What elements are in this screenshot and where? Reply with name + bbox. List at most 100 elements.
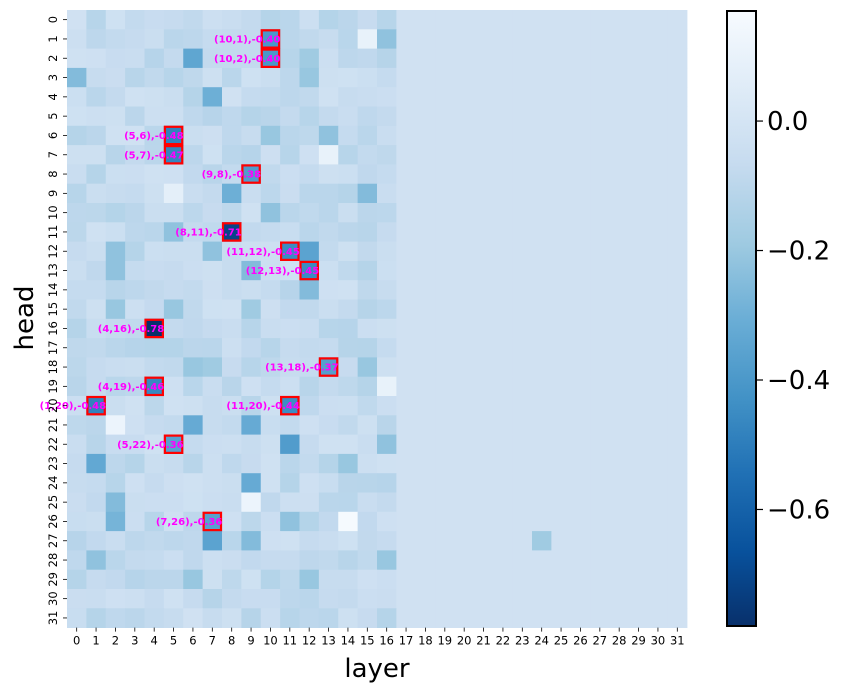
heatmap-cell: [570, 241, 591, 262]
heatmap-cell: [163, 67, 184, 88]
heatmap-cell: [163, 608, 184, 628]
heatmap-cell: [318, 183, 339, 204]
colorbar-tick-label: 0.0: [767, 107, 808, 137]
heatmap-cell: [648, 48, 669, 69]
heatmap-cell: [667, 48, 688, 69]
heatmap-cell: [183, 531, 204, 551]
heatmap-cell: [512, 183, 533, 204]
heatmap-cell: [415, 608, 436, 628]
heatmap-cell: [512, 299, 533, 320]
heatmap-cell: [609, 260, 630, 281]
heatmap-cell: [473, 203, 494, 223]
heatmap-cell: [67, 473, 87, 493]
x-tick-label: 16: [379, 634, 394, 648]
heatmap-cell: [415, 376, 436, 397]
x-tick-label: 8: [228, 634, 235, 648]
heatmap-cell: [667, 29, 688, 49]
cell-annotation-label: (5,7),-0.47: [124, 150, 184, 161]
heatmap-cell: [415, 357, 436, 378]
heatmap-cell: [67, 299, 87, 320]
heatmap-cell: [667, 318, 688, 339]
heatmap-cell: [628, 376, 649, 397]
heatmap-cell: [318, 203, 339, 223]
heatmap-cell: [590, 260, 610, 281]
heatmap-cell: [609, 376, 630, 397]
heatmap-cell: [183, 183, 204, 204]
heatmap-cell: [473, 125, 494, 146]
heatmap-cell: [163, 357, 184, 378]
heatmap-cell: [338, 299, 359, 320]
heatmap-cell: [570, 550, 591, 571]
heatmap-cell: [183, 396, 204, 416]
heatmap-cell: [125, 608, 145, 628]
y-tick-label: 22: [46, 437, 60, 452]
heatmap-cell: [318, 473, 339, 493]
heatmap-cell: [473, 10, 494, 30]
heatmap-cell: [318, 106, 339, 127]
highlight-box: [280, 241, 300, 262]
highlight-box: [202, 511, 223, 532]
heatmap-cell: [222, 48, 242, 69]
heatmap-cell: [648, 67, 669, 88]
heatmap-cell: [241, 29, 262, 49]
heatmap-cell: [396, 357, 417, 378]
heatmap-cell: [299, 260, 320, 281]
heatmap-cell: [280, 608, 300, 628]
heatmap-cell: [609, 531, 630, 551]
heatmap-cell: [590, 473, 610, 493]
heatmap-cell: [570, 48, 591, 69]
heatmap-cell: [241, 453, 262, 474]
x-tick-label: 24: [534, 634, 549, 648]
heatmap-cell: [144, 338, 165, 358]
heatmap-cell: [532, 87, 552, 107]
heatmap-cell: [280, 106, 300, 127]
heatmap-cell: [241, 492, 262, 513]
heatmap-cell: [202, 531, 223, 551]
y-tick-label: 25: [46, 495, 60, 510]
heatmap-cell: [318, 492, 339, 513]
heatmap-cell: [163, 376, 184, 397]
heatmap-cell: [667, 338, 688, 358]
heatmap-cell: [590, 48, 610, 69]
y-tick-label: 13: [46, 263, 60, 278]
heatmap-cell: [454, 203, 475, 223]
heatmap-cell: [667, 10, 688, 30]
heatmap-cell: [377, 589, 397, 609]
heatmap-cell: [435, 473, 455, 493]
cell-annotation-label: (11,20),-0.44: [226, 401, 299, 412]
heatmap-cell: [163, 415, 184, 435]
heatmap-cell: [473, 531, 494, 551]
heatmap-cell: [590, 203, 610, 223]
cell-annotation-label: (1,20),-0.48: [40, 401, 106, 412]
heatmap-cell: [667, 376, 688, 397]
heatmap-cell: [609, 396, 630, 416]
heatmap-cell: [590, 10, 610, 30]
heatmap-cell: [377, 164, 397, 185]
y-tick-label: 9: [46, 190, 60, 197]
heatmap-cell: [648, 453, 669, 474]
heatmap-cell: [570, 164, 591, 185]
heatmap-cell: [67, 492, 87, 513]
heatmap-cell: [202, 550, 223, 571]
heatmap-cell: [338, 145, 359, 165]
heatmap-cell: [241, 531, 262, 551]
heatmap-cell: [512, 415, 533, 435]
heatmap-cell: [512, 106, 533, 127]
heatmap-cell: [415, 318, 436, 339]
heatmap-cell: [667, 222, 688, 242]
heatmap-cell: [202, 125, 223, 146]
heatmap-cell: [493, 318, 514, 339]
heatmap-cell: [493, 260, 514, 281]
heatmap-cell: [105, 338, 126, 358]
heatmap-cell: [551, 376, 572, 397]
heatmap-cell: [396, 473, 417, 493]
heatmap-cell: [280, 87, 300, 107]
heatmap-cell: [609, 183, 630, 204]
heatmap-cell: [396, 550, 417, 571]
heatmap-cell: [512, 10, 533, 30]
heatmap-cell: [260, 183, 281, 204]
heatmap-cell: [260, 434, 281, 455]
heatmap-cell: [628, 396, 649, 416]
heatmap-cell: [144, 569, 165, 590]
heatmap-cell: [105, 531, 126, 551]
